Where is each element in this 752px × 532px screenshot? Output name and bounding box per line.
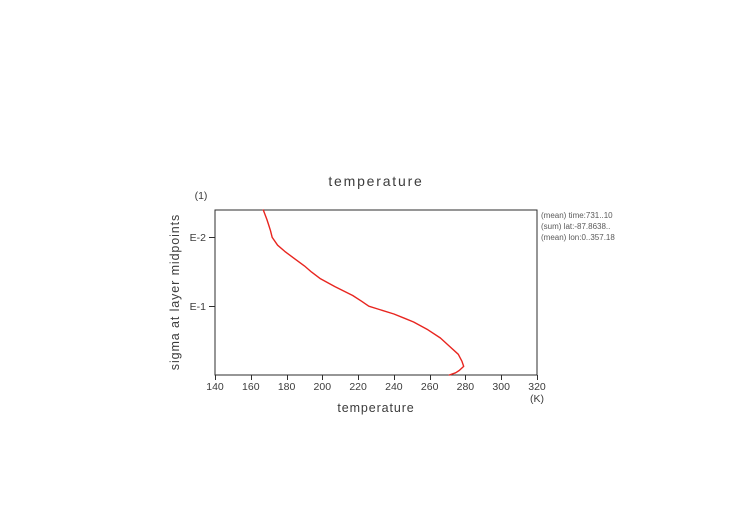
x-tick-label: 320	[528, 381, 546, 393]
annotation-time: (mean) time:731..10	[541, 211, 613, 220]
x-tick-label: 240	[385, 381, 403, 393]
x-tick-label: 220	[349, 381, 367, 393]
y-axis-label: sigma at layer midpoints	[168, 214, 182, 370]
x-tick-label: 140	[206, 381, 224, 393]
y-tick-label: E-1	[190, 301, 207, 313]
x-axis-ticks: 140 160 180 200 220 240 260 280 300 320	[206, 375, 546, 393]
annotation-lon: (mean) lon:0..357.18	[541, 233, 615, 242]
y-axis-unit: (1)	[195, 190, 208, 202]
x-tick-label: 280	[457, 381, 475, 393]
annotation-lat: (sum) lat:-87.8638..	[541, 222, 610, 231]
x-tick-label: 200	[314, 381, 332, 393]
x-tick-label: 180	[278, 381, 296, 393]
y-axis-ticks: E-2 E-1	[190, 232, 215, 313]
y-tick-label: E-2	[190, 232, 207, 244]
plot-frame	[214, 209, 538, 376]
x-tick-label: 260	[421, 381, 439, 393]
x-axis-unit: (K)	[530, 393, 544, 405]
x-tick-label: 160	[242, 381, 260, 393]
temperature-curve	[262, 209, 465, 376]
plot-title: temperature	[328, 173, 423, 189]
x-axis-label: temperature	[337, 401, 414, 415]
x-tick-label: 300	[492, 381, 510, 393]
